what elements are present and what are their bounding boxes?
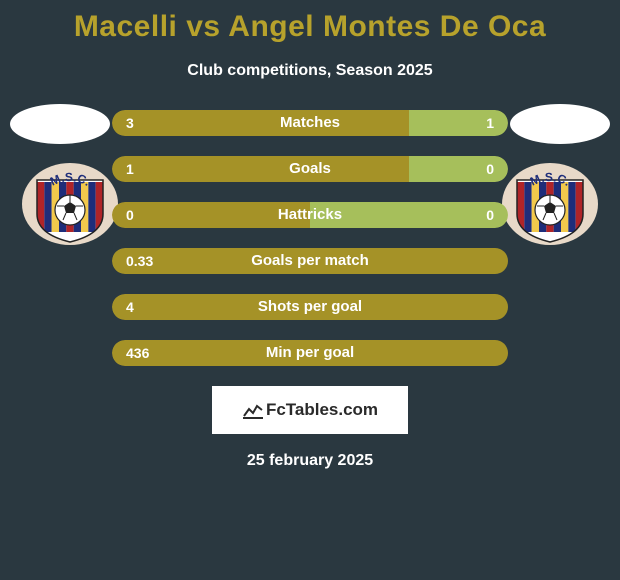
bar-row: Matches3 1 [112, 110, 508, 136]
bar-row: Goals1 0 [112, 156, 508, 182]
content-area: M.S.C. M.S.C. Matches31Goals10Hattricks0… [0, 110, 620, 470]
subtitle: Club competitions, Season 2025 [0, 62, 620, 80]
bar-value-left: 0.33 [126, 248, 153, 274]
player-avatar-right [510, 104, 610, 144]
bar-value-right: 1 [486, 110, 494, 136]
comparison-card: Macelli vs Angel Montes De Oca Club comp… [0, 0, 620, 580]
bar-label: Shots per goal [112, 294, 508, 320]
brand-icon [242, 401, 264, 419]
page-title: Macelli vs Angel Montes De Oca [0, 0, 620, 44]
brand-text: FcTables.com [266, 400, 378, 420]
club-badge-right: M.S.C. [500, 162, 600, 247]
bar-value-left: 4 [126, 294, 134, 320]
bar-row: Min per goal436 [112, 340, 508, 366]
date-label: 25 february 2025 [0, 452, 620, 470]
bar-label: Goals per match [112, 248, 508, 274]
bar-label: Min per goal [112, 340, 508, 366]
bar-value-left: 3 [126, 110, 134, 136]
bar-value-right: 0 [486, 202, 494, 228]
bar-value-right: 0 [486, 156, 494, 182]
bar-row: Shots per goal4 [112, 294, 508, 320]
bar-label: Hattricks [112, 202, 508, 228]
bar-label: Matches [112, 110, 508, 136]
bar-value-left: 1 [126, 156, 134, 182]
bar-value-left: 436 [126, 340, 149, 366]
club-badge-left: M.S.C. [20, 162, 120, 247]
player-avatar-left [10, 104, 110, 144]
bar-row: Hattricks0 0 [112, 202, 508, 228]
bar-label: Goals [112, 156, 508, 182]
bar-row: Goals per match0.33 [112, 248, 508, 274]
bar-value-left: 0 [126, 202, 134, 228]
brand-box: FcTables.com [212, 386, 408, 434]
comparison-bars: Matches31Goals10Hattricks00Goals per mat… [112, 110, 508, 366]
brand-label: FcTables.com [242, 400, 378, 420]
